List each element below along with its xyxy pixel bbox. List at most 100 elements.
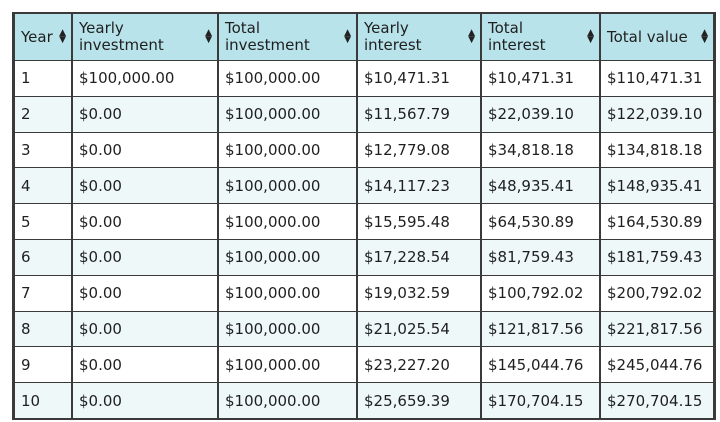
sort-updown-icon[interactable]: ▲ ▼ — [701, 28, 708, 45]
table-row: 9 $0.00 $100,000.00 $23,227.20 $145,044.76 $2… — [15, 347, 713, 383]
sort-updown-icon[interactable]: ▲ ▼ — [468, 28, 475, 45]
cell-total-investment: $100,000.00 — [219, 239, 356, 275]
table-row: 7 $0.00 $100,000.00 $19,032.59 $100,792.02 $2… — [15, 275, 713, 311]
table-header-row: Year ▲ ▼ Yearly investment ▲ ▼ Total investment ▲… — [15, 14, 713, 60]
cell-total-investment: $100,000.00 — [219, 383, 356, 418]
cell-total-interest: $145,044.76 — [482, 347, 599, 383]
cell-yearly-investment: $0.00 — [73, 311, 217, 347]
column-header-label-line2: interest — [488, 36, 546, 54]
cell-total-value: $245,044.76 — [601, 347, 713, 383]
cell-yearly-investment: $0.00 — [73, 168, 217, 204]
cell-yearly-interest: $15,595.48 — [358, 204, 480, 239]
cell-total-investment: $100,000.00 — [219, 204, 356, 239]
cell-total-interest: $10,471.31 — [482, 61, 599, 96]
cell-year: 6 — [15, 239, 71, 275]
cell-total-value: $270,704.15 — [601, 383, 713, 418]
cell-yearly-investment: $0.00 — [73, 239, 217, 275]
cell-total-value: $221,817.56 — [601, 311, 713, 347]
sort-updown-icon[interactable]: ▲ ▼ — [344, 28, 351, 45]
column-header-label-line1: Total value — [607, 27, 688, 46]
investment-table-container: Year ▲ ▼ Yearly investment ▲ ▼ Total investment ▲… — [12, 12, 716, 420]
cell-yearly-investment: $0.00 — [73, 96, 217, 132]
column-header-label: Total investment — [225, 20, 352, 54]
cell-yearly-investment: $0.00 — [73, 275, 217, 311]
column-header-label-line1: Yearly — [364, 19, 409, 37]
column-header-label: Yearly interest — [364, 20, 476, 54]
cell-yearly-interest: $25,659.39 — [358, 383, 480, 418]
cell-year: 9 — [15, 347, 71, 383]
table-row: 2 $0.00 $100,000.00 $11,567.79 $22,039.10 $12… — [15, 96, 713, 132]
cell-total-value: $122,039.10 — [601, 96, 713, 132]
cell-year: 3 — [15, 132, 71, 168]
cell-total-investment: $100,000.00 — [219, 96, 356, 132]
column-header-label-line1: Total — [225, 19, 261, 37]
cell-year: 7 — [15, 275, 71, 311]
cell-year: 1 — [15, 61, 71, 96]
cell-year: 8 — [15, 311, 71, 347]
cell-yearly-interest: $19,032.59 — [358, 275, 480, 311]
table-row: 6 $0.00 $100,000.00 $17,228.54 $81,759.43 $18… — [15, 239, 713, 275]
cell-total-interest: $48,935.41 — [482, 168, 599, 204]
cell-yearly-interest: $17,228.54 — [358, 239, 480, 275]
cell-total-value: $110,471.31 — [601, 61, 713, 96]
cell-total-value: $134,818.18 — [601, 132, 713, 168]
cell-total-interest: $121,817.56 — [482, 311, 599, 347]
column-header-yearly-interest[interactable]: Yearly interest ▲ ▼ — [358, 14, 480, 60]
cell-year: 5 — [15, 204, 71, 239]
table-row: 5 $0.00 $100,000.00 $15,595.48 $64,530.89 $16… — [15, 204, 713, 239]
table-row: 1 $100,000.00 $100,000.00 $10,471.31 $10,471… — [15, 61, 713, 96]
column-header-label-line2: interest — [364, 36, 422, 54]
column-header-label: Total value — [607, 27, 709, 46]
cell-total-interest: $34,818.18 — [482, 132, 599, 168]
cell-yearly-interest: $11,567.79 — [358, 96, 480, 132]
investment-table: Year ▲ ▼ Yearly investment ▲ ▼ Total investment ▲… — [13, 13, 715, 419]
cell-total-investment: $100,000.00 — [219, 61, 356, 96]
cell-yearly-investment: $0.00 — [73, 132, 217, 168]
column-header-label-line1: Total — [488, 19, 524, 37]
cell-total-investment: $100,000.00 — [219, 311, 356, 347]
cell-yearly-interest: $10,471.31 — [358, 61, 480, 96]
sort-updown-icon[interactable]: ▲ ▼ — [205, 28, 212, 45]
cell-yearly-interest: $12,779.08 — [358, 132, 480, 168]
column-header-total-value[interactable]: Total value ▲ ▼ — [601, 14, 713, 60]
cell-year: 10 — [15, 383, 71, 418]
sort-updown-icon[interactable]: ▲ ▼ — [59, 28, 66, 45]
column-header-label: Yearly investment — [79, 20, 213, 54]
cell-yearly-interest: $23,227.20 — [358, 347, 480, 383]
cell-yearly-investment: $100,000.00 — [73, 61, 217, 96]
column-header-label-line1: Yearly — [79, 19, 124, 37]
column-header-label-line2: investment — [225, 36, 310, 54]
column-header-total-interest[interactable]: Total interest ▲ ▼ — [482, 14, 599, 60]
table-row: 10 $0.00 $100,000.00 $25,659.39 $170,704.15 $… — [15, 383, 713, 418]
cell-total-investment: $100,000.00 — [219, 132, 356, 168]
table-body: 1 $100,000.00 $100,000.00 $10,471.31 $10,471… — [15, 61, 713, 418]
cell-year: 4 — [15, 168, 71, 204]
cell-yearly-interest: $14,117.23 — [358, 168, 480, 204]
cell-total-value: $148,935.41 — [601, 168, 713, 204]
cell-total-interest: $81,759.43 — [482, 239, 599, 275]
cell-yearly-investment: $0.00 — [73, 383, 217, 418]
cell-total-interest: $170,704.15 — [482, 383, 599, 418]
cell-year: 2 — [15, 96, 71, 132]
cell-total-value: $200,792.02 — [601, 275, 713, 311]
table-row: 8 $0.00 $100,000.00 $21,025.54 $121,817.56 $2… — [15, 311, 713, 347]
column-header-label-line2: investment — [79, 36, 164, 54]
cell-yearly-investment: $0.00 — [73, 204, 217, 239]
column-header-label: Total interest — [488, 20, 595, 54]
cell-total-interest: $64,530.89 — [482, 204, 599, 239]
column-header-label: Year — [21, 27, 67, 46]
column-header-yearly-investment[interactable]: Yearly investment ▲ ▼ — [73, 14, 217, 60]
table-row: 3 $0.00 $100,000.00 $12,779.08 $34,818.18 $13… — [15, 132, 713, 168]
table-row: 4 $0.00 $100,000.00 $14,117.23 $48,935.41 $14… — [15, 168, 713, 204]
column-header-label-line1: Year — [21, 27, 53, 46]
sort-updown-icon[interactable]: ▲ ▼ — [587, 28, 594, 45]
cell-total-value: $181,759.43 — [601, 239, 713, 275]
cell-total-investment: $100,000.00 — [219, 275, 356, 311]
column-header-total-investment[interactable]: Total investment ▲ ▼ — [219, 14, 356, 60]
cell-total-interest: $100,792.02 — [482, 275, 599, 311]
column-header-year[interactable]: Year ▲ ▼ — [15, 14, 71, 60]
cell-total-value: $164,530.89 — [601, 204, 713, 239]
cell-yearly-investment: $0.00 — [73, 347, 217, 383]
cell-yearly-interest: $21,025.54 — [358, 311, 480, 347]
cell-total-investment: $100,000.00 — [219, 168, 356, 204]
